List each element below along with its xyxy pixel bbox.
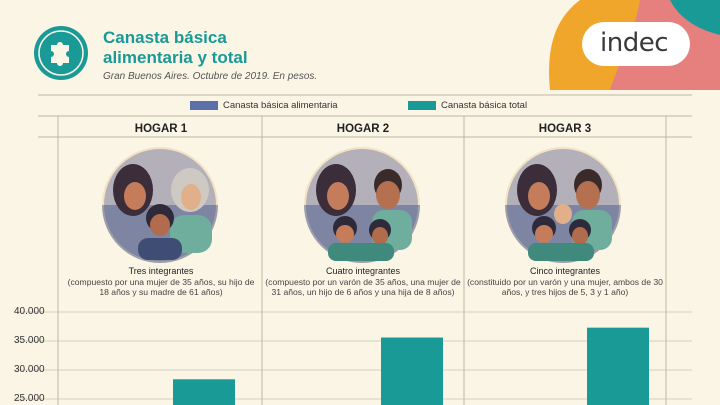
household-2-header: HOGAR 2 xyxy=(336,123,390,135)
y-tick-label: 25.000 xyxy=(14,393,45,404)
puzzle-piece-icon xyxy=(34,26,88,80)
legend-label-alimentaria: Canasta básica alimentaria xyxy=(223,100,338,111)
household-3-caption: Cinco integrantes (constituido por un va… xyxy=(467,266,663,298)
bar-total-hogar-2 xyxy=(381,337,443,405)
title-line-2: alimentaria y total xyxy=(103,48,248,67)
household-1-header: HOGAR 1 xyxy=(134,123,188,135)
bar-total-hogar-3 xyxy=(587,327,649,405)
brand-logo-text: indec xyxy=(600,28,669,58)
household-3-members: Cinco integrantes xyxy=(529,266,601,276)
page-title: Canasta básica alimentaria y total xyxy=(103,28,363,68)
household-1-description: (compuesto por una mujer de 35 años, su … xyxy=(67,276,255,298)
y-tick-label: 40.000 xyxy=(14,306,45,317)
legend-swatch-total xyxy=(408,101,436,110)
y-tick-label: 35.000 xyxy=(14,335,45,346)
household-3-description: (constituido por un varón y una mujer, a… xyxy=(467,276,663,298)
household-2-members: Cuatro integrantes xyxy=(325,266,401,276)
logo xyxy=(0,0,100,95)
brand-decoration xyxy=(549,0,720,90)
page-subtitle: Gran Buenos Aires. Octubre de 2019. En p… xyxy=(103,71,318,82)
household-1-caption: Tres integrantes (compuesto por una muje… xyxy=(63,266,259,298)
title-line-1: Canasta básica xyxy=(103,28,227,47)
y-tick-label: 30.000 xyxy=(14,364,45,375)
household-1-members: Tres integrantes xyxy=(128,266,194,276)
legend-label-total: Canasta básica total xyxy=(441,100,528,111)
household-2-description: (compuesto por un varón de 35 años, una … xyxy=(265,276,461,298)
legend-item-alimentaria: Canasta básica alimentaria xyxy=(190,100,338,111)
household-3-header: HOGAR 3 xyxy=(538,123,592,135)
household-2-caption: Cuatro integrantes (compuesto por un var… xyxy=(265,266,461,298)
legend-item-total: Canasta básica total xyxy=(408,100,527,111)
legend-swatch-alimentaria xyxy=(190,101,218,110)
bar-total-hogar-1 xyxy=(173,379,235,405)
